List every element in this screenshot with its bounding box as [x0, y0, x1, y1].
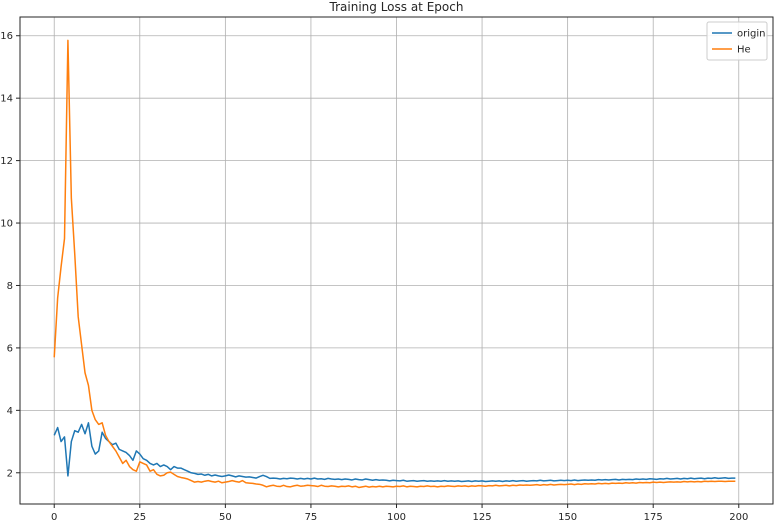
legend-label-he: He [737, 45, 751, 56]
x-tick-label: 50 [219, 512, 232, 523]
axis-ticks: 0 25 50 75 100 125 150 175 200 2 4 6 8 10 12 14 16 [0, 31, 748, 523]
series-line-origin [53, 422, 736, 483]
x-tick-label: 25 [133, 512, 146, 523]
x-tick-label: 75 [305, 512, 318, 523]
series-lines [53, 39, 736, 489]
x-tick-label: 200 [729, 512, 748, 523]
y-tick-label: 10 [0, 219, 13, 230]
y-tick-label: 2 [7, 468, 13, 479]
y-tick-label: 14 [0, 94, 13, 105]
y-tick-label: 6 [7, 343, 13, 354]
y-tick-label: 12 [0, 156, 13, 167]
legend: origin He [706, 21, 768, 61]
y-tick-label: 4 [7, 406, 13, 417]
y-tick-label: 16 [0, 31, 13, 42]
x-tick-label: 175 [644, 512, 663, 523]
legend-label-origin: origin [737, 29, 765, 40]
y-tick-label: 8 [7, 281, 13, 292]
x-tick-label: 150 [558, 512, 577, 523]
x-tick-label: 100 [387, 512, 406, 523]
legend-box [706, 21, 768, 61]
chart-title: Training Loss at Epoch [329, 0, 464, 14]
grid [20, 17, 773, 504]
series-line-he [53, 39, 736, 489]
x-tick-label: 0 [51, 512, 57, 523]
x-tick-label: 125 [473, 512, 492, 523]
